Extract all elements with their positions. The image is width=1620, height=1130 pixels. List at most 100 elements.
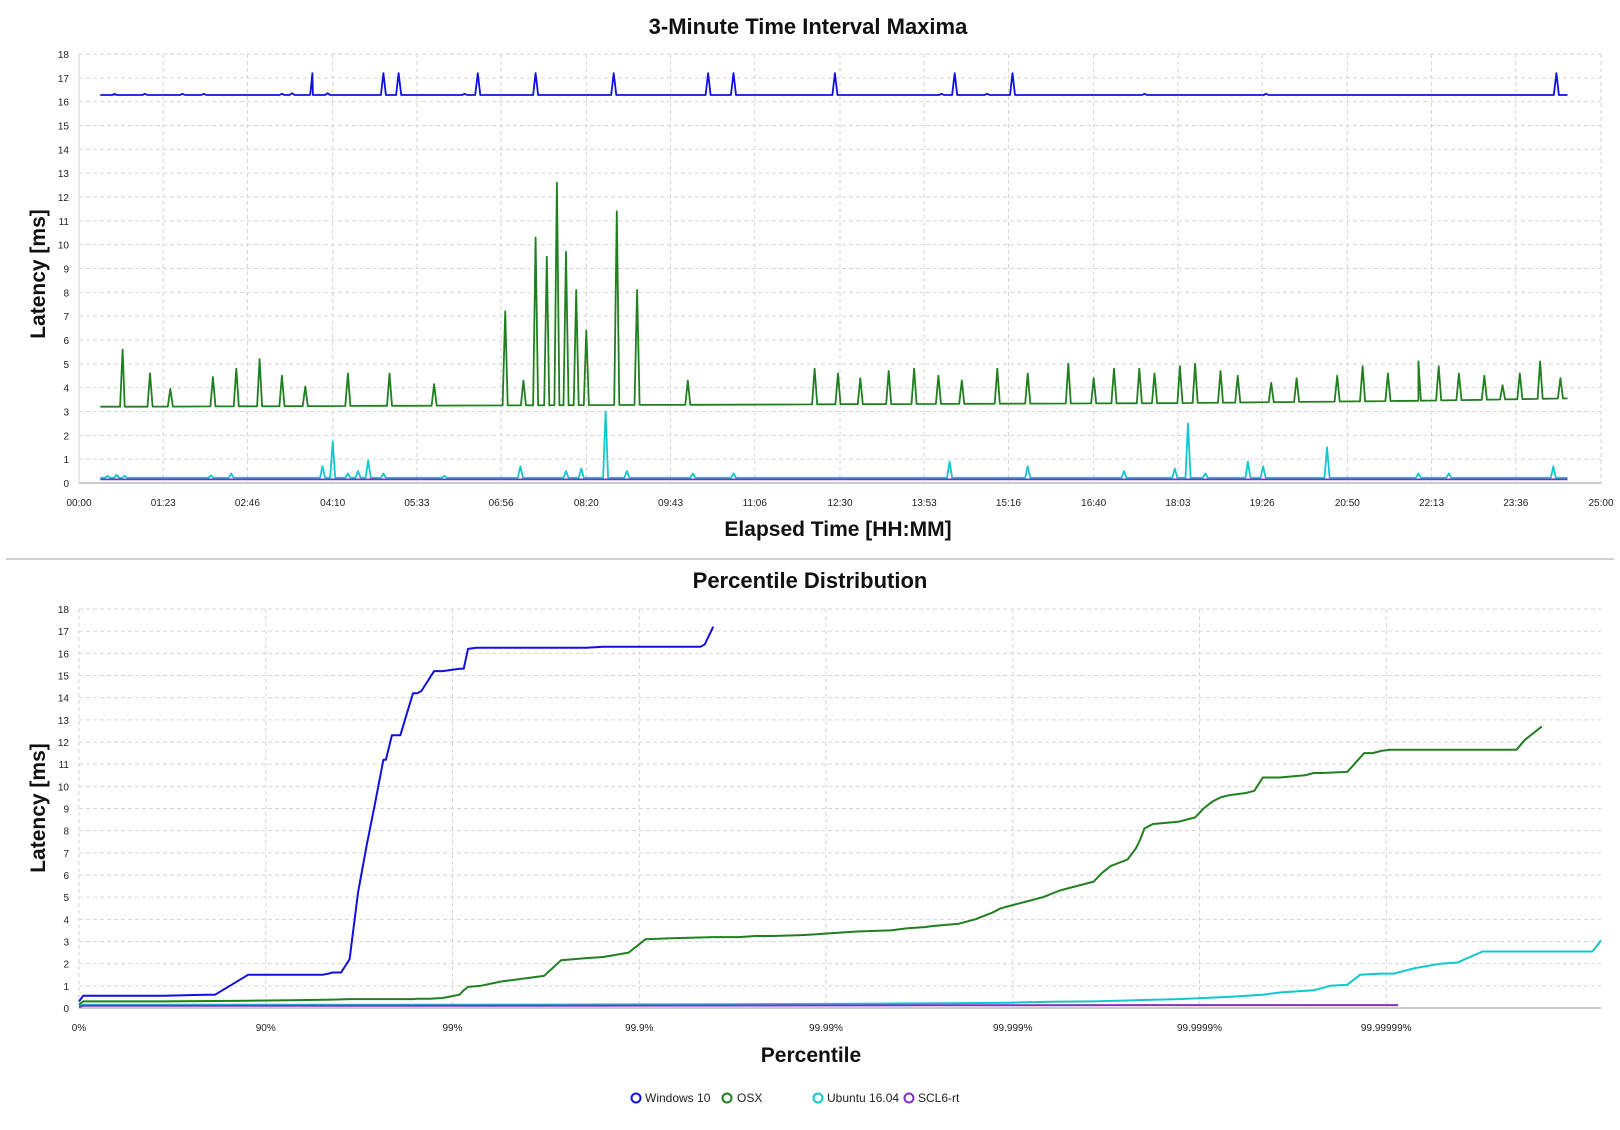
y-tick-label: 13 [58,716,70,727]
y-tick-label: 3 [63,408,69,419]
legend-label: SCL6-rt [918,1091,960,1105]
legend-item-osx[interactable]: OSX [721,1091,763,1105]
y-tick-label: 6 [63,336,69,347]
x-axis-label: Percentile [761,1044,861,1067]
y-tick-label: 7 [63,849,69,860]
series-line-osx [78,725,1543,1006]
x-tick-label: 06:56 [489,498,514,509]
y-tick-label: 10 [58,782,70,793]
y-tick-label: 11 [59,760,70,771]
legend-label: OSX [737,1091,762,1105]
y-tick-label: 12 [58,193,70,204]
x-tick-label: 12:30 [827,498,852,509]
legend-marker [903,1092,915,1104]
legend-item-scl6-rt[interactable]: SCL6-rt [903,1091,961,1105]
y-tick-label: 15 [58,122,70,133]
series-lines [100,72,1568,481]
x-tick-label: 00:00 [66,498,91,509]
series-lines [78,626,1602,1008]
y-tick-label: 4 [63,384,69,395]
x-tick-label: 20:50 [1335,498,1360,509]
chart-title: 3-Minute Time Interval Maxima [649,14,968,39]
y-tick-label: 18 [58,605,70,616]
legend-label: Windows 10 [645,1091,711,1105]
x-tick-labels: 00:00 01:23 02:46 04:10 05:33 06:56 08:20 09:43… [66,498,1613,509]
y-tick-label: 0 [63,1004,69,1015]
legend-item-ubuntu-16-04[interactable]: Ubuntu 16.04 [812,1091,900,1105]
y-tick-label: 10 [58,241,70,252]
x-tick-label: 99.9% [625,1023,653,1034]
y-tick-label: 17 [58,74,70,85]
y-tick-label: 2 [63,960,69,971]
series-line-scl6-rt [78,1004,1399,1008]
y-tick-label: 16 [58,98,70,109]
y-tick-label: 14 [58,145,70,156]
y-tick-label: 12 [58,738,70,749]
x-tick-label: 99.99% [809,1023,843,1034]
legend-marker [721,1092,733,1104]
y-tick-label: 0 [63,479,69,490]
y-tick-label: 16 [58,649,70,660]
y-tick-label: 8 [63,827,69,838]
y-tick-label: 6 [63,871,69,882]
y-tick-label: 9 [63,805,69,816]
x-tick-label: 15:16 [996,498,1021,509]
x-tick-label: 25:00 [1588,498,1613,509]
series-line-ubuntu-16-04 [100,410,1568,479]
percentile-chart: Percentile Distribution Latency [ms] Per… [27,568,1602,1067]
legend-item-windows-10[interactable]: Windows 10 [630,1091,711,1105]
y-tick-label: 9 [63,265,69,276]
y-tick-label: 4 [63,915,69,926]
y-tick-label: 1 [63,455,69,466]
x-tick-label: 05:33 [404,498,429,509]
series-line-ubuntu-16-04 [78,939,1602,1007]
x-tick-label: 16:40 [1081,498,1106,509]
series-line-osx [100,181,1568,408]
y-tick-label: 2 [63,431,69,442]
x-tick-label: 99.99999% [1361,1023,1412,1034]
x-tick-label: 01:23 [151,498,176,509]
x-tick-label: 22:13 [1419,498,1444,509]
x-tick-label: 19:26 [1250,498,1275,509]
x-axis-label: Elapsed Time [HH:MM] [724,518,951,541]
x-tick-label: 23:36 [1503,498,1528,509]
x-tick-label: 08:20 [574,498,599,509]
x-tick-label: 04:10 [320,498,345,509]
y-tick-label: 5 [63,360,69,371]
x-tick-label: 99.999% [993,1023,1033,1034]
y-tick-label: 8 [63,288,69,299]
y-tick-label: 1 [63,982,69,993]
chart-title: Percentile Distribution [693,568,928,593]
y-tick-label: 14 [58,694,70,705]
y-axis-label: Latency [ms] [27,209,50,339]
y-tick-label: 3 [63,938,69,949]
x-tick-label: 99.9999% [1177,1023,1222,1034]
series-line-windows-10 [100,72,1568,96]
y-tick-label: 13 [58,169,70,180]
legend-marker [630,1092,642,1104]
legend: Windows 10 OSX Ubuntu 16.04 SCL6-rt [630,1091,961,1105]
y-tick-label: 17 [58,627,70,638]
x-tick-label: 11:06 [743,498,768,509]
legend-marker [812,1092,824,1104]
y-tick-label: 18 [58,50,70,61]
series-line-windows-10 [78,626,715,1002]
y-tick-label: 11 [59,217,70,228]
x-tick-label: 18:03 [1165,498,1190,509]
x-tick-label: 0% [72,1023,87,1034]
x-tick-label: 90% [256,1023,276,1034]
x-tick-label: 02:46 [235,498,260,509]
x-tick-label: 13:53 [912,498,937,509]
x-tick-label: 09:43 [658,498,683,509]
y-tick-label: 7 [63,312,69,323]
y-tick-label: 15 [58,672,70,683]
grid [78,608,1601,1009]
grid [78,53,1602,484]
y-tick-label: 5 [63,893,69,904]
x-tick-label: 99% [442,1023,462,1034]
time-interval-chart: 3-Minute Time Interval Maxima Latency [m… [27,14,1614,541]
y-axis-label: Latency [ms] [27,743,50,873]
